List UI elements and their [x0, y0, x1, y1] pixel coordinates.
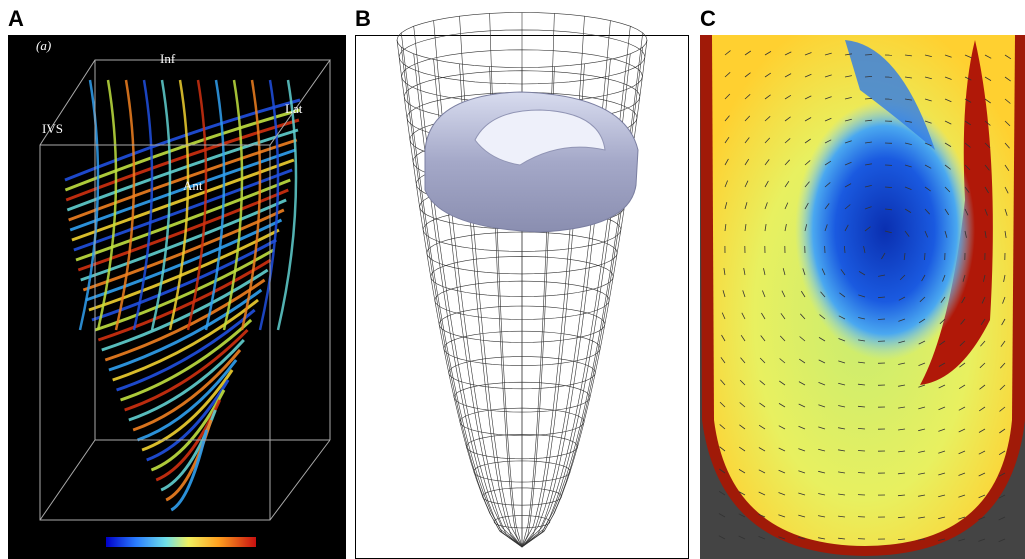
velocity-vector	[878, 319, 885, 320]
colorbar-tick-label: -90	[104, 547, 116, 557]
panel-label: A	[8, 6, 24, 31]
vortex-ring	[425, 92, 638, 232]
colorbar-tick-label: 90	[248, 547, 258, 557]
colorbar-tick-label: -30	[151, 547, 163, 557]
annotation: Ant	[183, 178, 203, 193]
velocity-vector	[858, 451, 865, 452]
colorbar-tick-label: 60	[224, 547, 234, 557]
annotation: (a)	[36, 38, 51, 53]
velocity-vector	[858, 473, 865, 474]
annotation: IVS	[42, 121, 63, 136]
velocity-vector	[865, 55, 872, 56]
annotation: Inf	[160, 51, 176, 66]
panel-label: C	[700, 6, 716, 31]
colorbar-tick-label: 30	[200, 547, 210, 557]
velocity-vector	[925, 253, 926, 260]
colorbar-tick-label: 0	[179, 547, 184, 557]
colorbar	[106, 537, 256, 547]
panel-c-field	[700, 35, 1025, 559]
figure: A (a) Inf Lat IVS Ant -90 -60 -30 0 30 60 90 B…	[0, 0, 1025, 559]
panel-label: B	[355, 6, 371, 31]
annotation: Lat	[285, 101, 303, 116]
colorbar-tick-label: -60	[128, 547, 140, 557]
